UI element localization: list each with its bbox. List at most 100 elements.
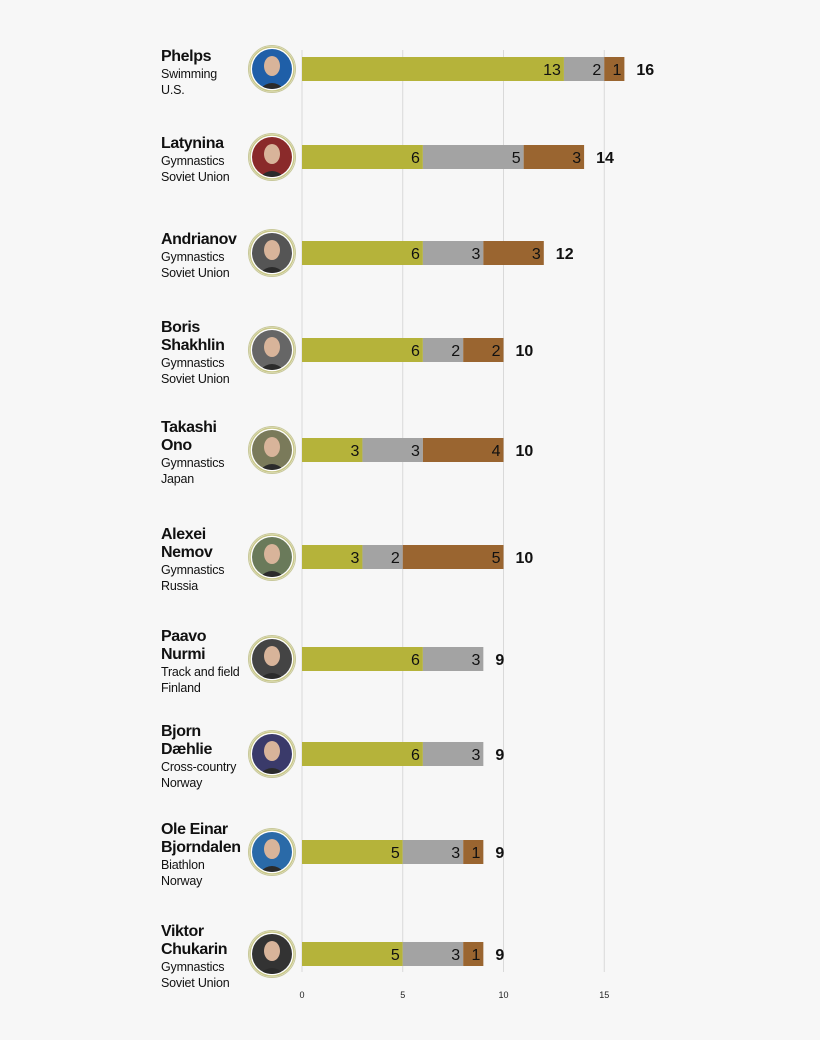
bar-value-label: 3	[451, 845, 460, 862]
bar-value-label: 3	[532, 246, 541, 263]
biathlete-portrait-icon	[248, 828, 296, 876]
bar-segment	[563, 57, 605, 81]
athlete-country: Soviet Union	[161, 266, 230, 280]
athlete-sport-country: Track and field Finland	[161, 664, 253, 696]
athlete-name-line: Andrianov	[161, 231, 237, 248]
bar-segment	[302, 840, 403, 864]
runner-portrait-icon	[248, 635, 296, 683]
athlete-name-line: Dæhlie	[161, 741, 212, 758]
bar-segment	[302, 241, 423, 265]
athlete-name: Takashi Ono	[161, 419, 251, 455]
athlete-sport: Gymnastics	[161, 356, 225, 370]
athlete-country: Finland	[161, 681, 201, 695]
athlete-name-line: Alexei	[161, 526, 206, 543]
bar-segment	[302, 942, 403, 966]
x-tick-label: 15	[599, 990, 609, 1000]
bar-segment	[422, 647, 484, 671]
bar-segment	[402, 840, 464, 864]
athlete-name-line: Ono	[161, 437, 192, 454]
athlete-name-line: Ole Einar	[161, 821, 228, 838]
total-label: 12	[556, 246, 574, 263]
athlete-name-line: Bjorndalen	[161, 839, 241, 856]
gymnast-portrait-icon	[248, 326, 296, 374]
total-label: 9	[495, 747, 504, 764]
athlete-sport: Gymnastics	[161, 960, 225, 974]
athlete-name-line: Boris	[161, 319, 200, 336]
athlete-name: Viktor Chukarin	[161, 923, 251, 959]
x-tick-label: 10	[498, 990, 508, 1000]
athlete-sport-country: Gymnastics Soviet Union	[161, 355, 253, 387]
bar-segment	[422, 742, 484, 766]
bar-value-label: 6	[411, 246, 420, 263]
bar-value-label: 2	[492, 343, 501, 360]
athlete-name-line: Viktor	[161, 923, 204, 940]
bar-segment	[422, 145, 524, 169]
athlete-name-line: Latynina	[161, 135, 224, 152]
gymnast-portrait-icon	[248, 533, 296, 581]
athlete-sport-country: Gymnastics Soviet Union	[161, 959, 253, 991]
bar-segment	[302, 338, 423, 362]
bar-segment	[302, 545, 363, 569]
bar-value-label: 5	[391, 845, 400, 862]
athlete-name-line: Nurmi	[161, 646, 206, 663]
bar-segment	[302, 57, 564, 81]
athlete-name-line: Nemov	[161, 544, 213, 561]
bar-value-label: 6	[411, 652, 420, 669]
athlete-name: Alexei Nemov	[161, 526, 251, 562]
bar-segment	[604, 57, 625, 81]
gymnast-portrait-icon	[248, 229, 296, 277]
athlete-sport: Gymnastics	[161, 456, 225, 470]
bar-value-label: 3	[451, 947, 460, 964]
bar-segment	[302, 438, 363, 462]
bar-value-label: 3	[471, 652, 480, 669]
bar-segment	[302, 145, 423, 169]
athlete-name: Phelps	[161, 48, 251, 66]
skier-portrait-icon	[248, 730, 296, 778]
athlete-name: Ole Einar Bjorndalen	[161, 821, 251, 857]
gymnast-portrait-icon	[248, 133, 296, 181]
bar-value-label: 6	[411, 747, 420, 764]
athlete-sport: Gymnastics	[161, 154, 225, 168]
bar-value-label: 5	[391, 947, 400, 964]
athlete-name: Bjorn Dæhlie	[161, 723, 251, 759]
bar-segment	[402, 942, 464, 966]
athlete-name-line: Takashi	[161, 419, 217, 436]
bar-segment	[362, 438, 423, 462]
bar-value-label: 2	[451, 343, 460, 360]
gymnast-portrait-icon	[248, 426, 296, 474]
bar-value-label: 3	[471, 747, 480, 764]
athlete-country: Norway	[161, 874, 203, 888]
total-label: 16	[636, 62, 654, 79]
athlete-sport-country: Gymnastics Soviet Union	[161, 153, 253, 185]
athlete-country: Norway	[161, 776, 203, 790]
athlete-sport-country: Biathlon Norway	[161, 857, 253, 889]
bar-value-label: 5	[512, 150, 521, 167]
bar-value-label: 3	[351, 443, 360, 460]
bar-segment	[402, 545, 504, 569]
athlete-sport: Gymnastics	[161, 250, 225, 264]
athlete-country: Soviet Union	[161, 372, 230, 386]
bar-value-label: 4	[492, 443, 501, 460]
athlete-country: Japan	[161, 472, 195, 486]
athlete-sport: Swimming	[161, 67, 218, 81]
total-label: 9	[495, 845, 504, 862]
athlete-sport: Gymnastics	[161, 563, 225, 577]
bar-segment	[463, 942, 484, 966]
athlete-sport: Track and field	[161, 665, 240, 679]
bar-value-label: 5	[492, 550, 501, 567]
bar-value-label: 6	[411, 343, 420, 360]
x-tick-label: 5	[400, 990, 405, 1000]
bar-segment	[362, 545, 403, 569]
bar-value-label: 6	[411, 150, 420, 167]
athlete-sport-country: Swimming U.S.	[161, 66, 253, 98]
bar-value-label: 3	[471, 246, 480, 263]
total-label: 9	[495, 652, 504, 669]
athlete-name: Latynina	[161, 135, 251, 153]
bar-value-label: 3	[351, 550, 360, 567]
bar-value-label: 3	[411, 443, 420, 460]
swimmer-portrait-icon	[248, 45, 296, 93]
bar-segment	[483, 241, 544, 265]
total-label: 9	[495, 947, 504, 964]
